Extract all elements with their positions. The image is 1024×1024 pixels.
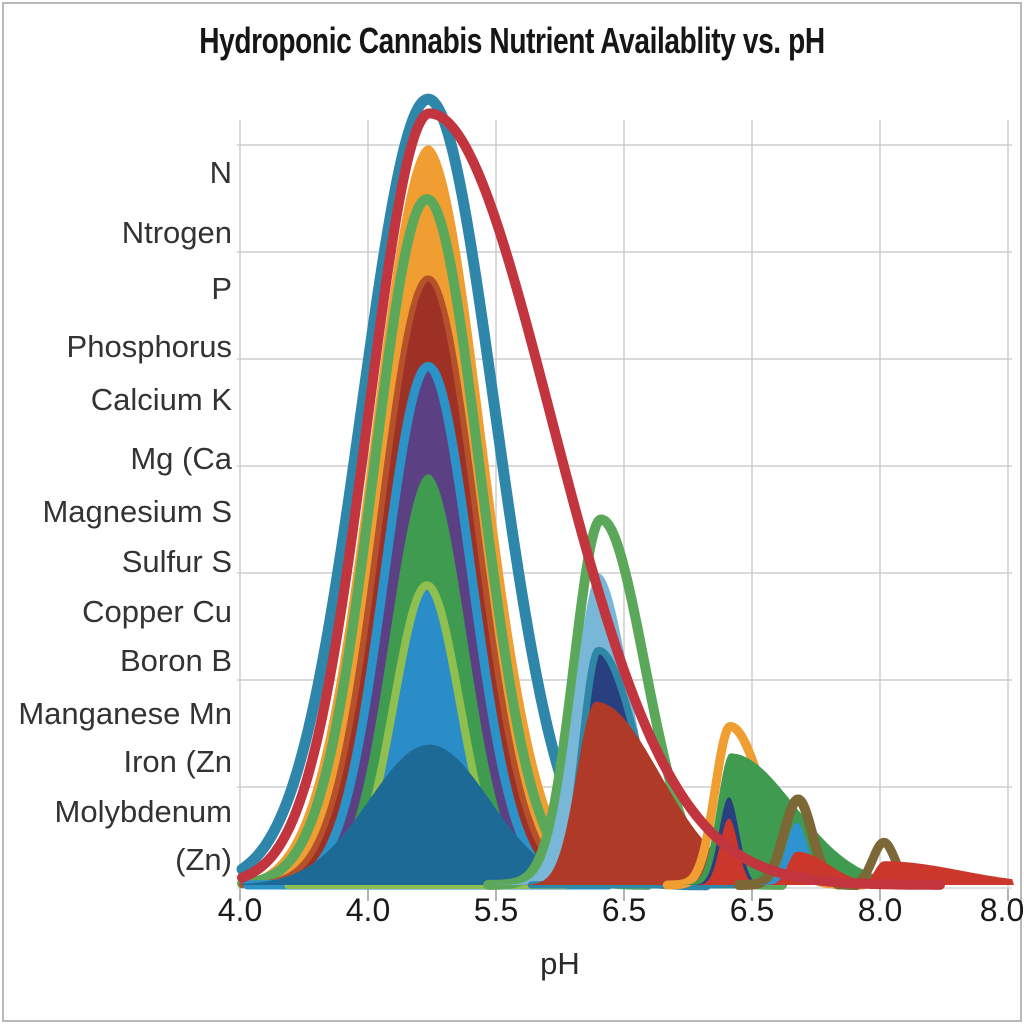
- rust-peak2-curve: [515, 701, 865, 885]
- y-axis-label: Iron (Zn: [123, 744, 232, 779]
- y-axis-label: P: [211, 271, 232, 306]
- y-axis-label: Mg (Ca: [130, 441, 232, 476]
- red-availability-curve-curve: [237, 108, 945, 890]
- x-axis-tick-label: 4.0: [217, 892, 263, 928]
- green-peak3-curve: [676, 753, 999, 885]
- x-axis-title: pH: [540, 946, 580, 981]
- y-axis-label: (Zn): [175, 842, 232, 877]
- y-axis-label: N: [209, 155, 232, 190]
- y-axis-label: Ntrogen: [121, 215, 232, 250]
- deep-blue-inner-main-curve: [242, 744, 683, 885]
- x-axis-tick-label: 6.5: [601, 892, 647, 928]
- y-axis-label: Manganese Mn: [18, 696, 232, 731]
- y-axis-label: Copper Cu: [82, 594, 232, 629]
- x-axis-tick-label: 8.0: [979, 892, 1024, 928]
- red-peak5-curve: [846, 861, 1014, 885]
- y-axis-label: Calcium K: [90, 382, 232, 417]
- x-axis-tick-label: 8.0: [857, 892, 903, 928]
- x-axis-tick-label: 6.5: [729, 892, 775, 928]
- y-axis-label: Magnesium S: [42, 494, 232, 529]
- x-axis-tick-label: 5.5: [473, 892, 519, 928]
- y-axis-label: Boron B: [119, 643, 232, 678]
- y-axis-label: Sulfur S: [121, 544, 232, 579]
- y-axis-label: Molybdenum: [54, 794, 232, 829]
- chart-title: Hydroponic Cannabis Nutrient Availablity…: [199, 20, 825, 61]
- x-axis-tick-label: 4.0: [345, 892, 391, 928]
- y-axis-label: Phosphorus: [66, 329, 232, 364]
